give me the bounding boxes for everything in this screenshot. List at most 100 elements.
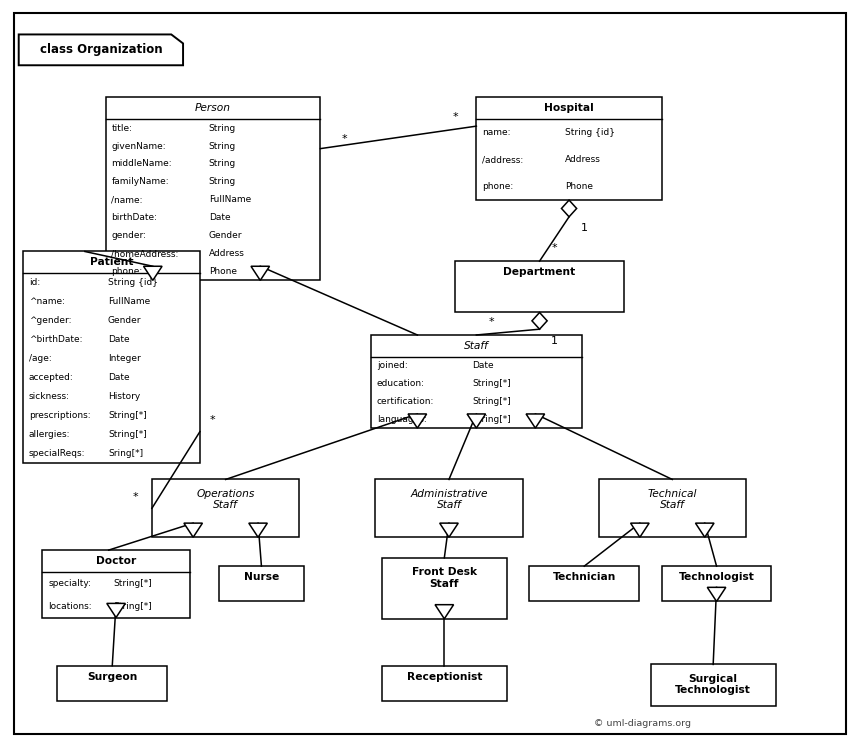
- Text: accepted:: accepted:: [29, 374, 74, 382]
- Text: phone:: phone:: [112, 267, 143, 276]
- Text: © uml-diagrams.org: © uml-diagrams.org: [594, 719, 691, 728]
- Text: String[*]: String[*]: [114, 601, 152, 610]
- Bar: [58, 666, 167, 701]
- Polygon shape: [184, 523, 202, 537]
- Text: String {id}: String {id}: [108, 279, 158, 288]
- Text: Gender: Gender: [108, 316, 141, 326]
- Text: allergies:: allergies:: [29, 430, 71, 439]
- Text: middleName:: middleName:: [112, 159, 172, 169]
- Polygon shape: [144, 266, 162, 280]
- Text: Administrative
Staff: Administrative Staff: [410, 489, 488, 510]
- Text: String: String: [209, 124, 236, 133]
- Text: ^birthDate:: ^birthDate:: [29, 335, 83, 344]
- Text: Patient: Patient: [89, 258, 133, 267]
- Bar: [152, 480, 299, 537]
- Text: History: History: [108, 392, 140, 401]
- Text: Technologist: Technologist: [679, 572, 754, 582]
- Text: *: *: [488, 317, 494, 327]
- Text: Person: Person: [195, 103, 231, 114]
- Bar: [371, 335, 581, 428]
- Text: Sring[*]: Sring[*]: [108, 450, 143, 459]
- Text: class Organization: class Organization: [40, 43, 163, 56]
- Bar: [599, 480, 746, 537]
- Polygon shape: [251, 266, 269, 280]
- Polygon shape: [19, 34, 183, 65]
- Text: Address: Address: [565, 155, 601, 164]
- Text: gender:: gender:: [112, 231, 146, 240]
- Text: *: *: [341, 134, 347, 144]
- Text: String: String: [209, 142, 236, 151]
- Text: Date: Date: [472, 362, 494, 371]
- Bar: [651, 664, 776, 706]
- Text: Gender: Gender: [209, 231, 243, 240]
- Text: Surgeon: Surgeon: [87, 672, 138, 681]
- Bar: [382, 666, 507, 701]
- Polygon shape: [408, 414, 427, 428]
- Polygon shape: [107, 604, 126, 618]
- Text: certification:: certification:: [377, 397, 434, 406]
- Polygon shape: [562, 200, 577, 217]
- Text: String: String: [209, 159, 236, 169]
- Text: Operations
Staff: Operations Staff: [196, 489, 255, 510]
- Polygon shape: [696, 523, 714, 537]
- Text: title:: title:: [112, 124, 132, 133]
- Text: String: String: [209, 177, 236, 187]
- Text: familyName:: familyName:: [112, 177, 169, 187]
- Bar: [106, 97, 321, 280]
- Text: Staff: Staff: [464, 341, 488, 351]
- Text: *: *: [552, 244, 557, 253]
- Text: FullName: FullName: [108, 297, 150, 306]
- Polygon shape: [249, 523, 267, 537]
- Text: Phone: Phone: [209, 267, 236, 276]
- Text: *: *: [210, 415, 215, 425]
- Text: Integer: Integer: [108, 354, 141, 363]
- Text: /address:: /address:: [482, 155, 524, 164]
- Bar: [662, 566, 771, 601]
- Polygon shape: [532, 312, 547, 329]
- Text: id:: id:: [29, 279, 40, 288]
- Bar: [382, 558, 507, 619]
- Text: languages:: languages:: [377, 415, 427, 424]
- Text: String {id}: String {id}: [565, 128, 616, 137]
- Text: phone:: phone:: [482, 182, 513, 191]
- Text: /homeAddress:: /homeAddress:: [112, 249, 179, 258]
- Text: FullName: FullName: [209, 195, 251, 204]
- Text: Front Desk
Staff: Front Desk Staff: [412, 567, 477, 589]
- Text: givenName:: givenName:: [112, 142, 166, 151]
- Bar: [219, 566, 304, 601]
- Text: String[*]: String[*]: [114, 579, 152, 588]
- Text: String[*]: String[*]: [108, 430, 147, 439]
- Polygon shape: [439, 523, 458, 537]
- Text: Date: Date: [108, 374, 130, 382]
- Text: String[*]: String[*]: [472, 415, 511, 424]
- Polygon shape: [526, 414, 544, 428]
- Text: Phone: Phone: [565, 182, 593, 191]
- Text: Department: Department: [503, 267, 575, 277]
- Text: String[*]: String[*]: [472, 397, 511, 406]
- Bar: [42, 550, 190, 618]
- Text: Surgical
Technologist: Surgical Technologist: [675, 674, 751, 695]
- Text: name:: name:: [482, 128, 511, 137]
- Text: Date: Date: [209, 213, 230, 222]
- Text: prescriptions:: prescriptions:: [29, 412, 90, 421]
- Text: Technical
Staff: Technical Staff: [648, 489, 697, 510]
- Text: /name:: /name:: [112, 195, 143, 204]
- Text: ^name:: ^name:: [29, 297, 64, 306]
- Bar: [476, 97, 662, 200]
- Text: String[*]: String[*]: [108, 412, 147, 421]
- Polygon shape: [707, 587, 726, 601]
- Text: Hospital: Hospital: [544, 103, 594, 114]
- Text: Doctor: Doctor: [96, 556, 136, 566]
- Text: joined:: joined:: [377, 362, 408, 371]
- Text: Address: Address: [209, 249, 244, 258]
- Text: Technician: Technician: [552, 572, 616, 582]
- Polygon shape: [630, 523, 649, 537]
- Text: locations:: locations:: [48, 601, 92, 610]
- Text: *: *: [452, 111, 458, 122]
- Text: specialReqs:: specialReqs:: [29, 450, 85, 459]
- Bar: [530, 566, 639, 601]
- Text: ^gender:: ^gender:: [29, 316, 71, 326]
- Bar: [15, 13, 845, 734]
- Text: Date: Date: [108, 335, 130, 344]
- Text: education:: education:: [377, 379, 425, 388]
